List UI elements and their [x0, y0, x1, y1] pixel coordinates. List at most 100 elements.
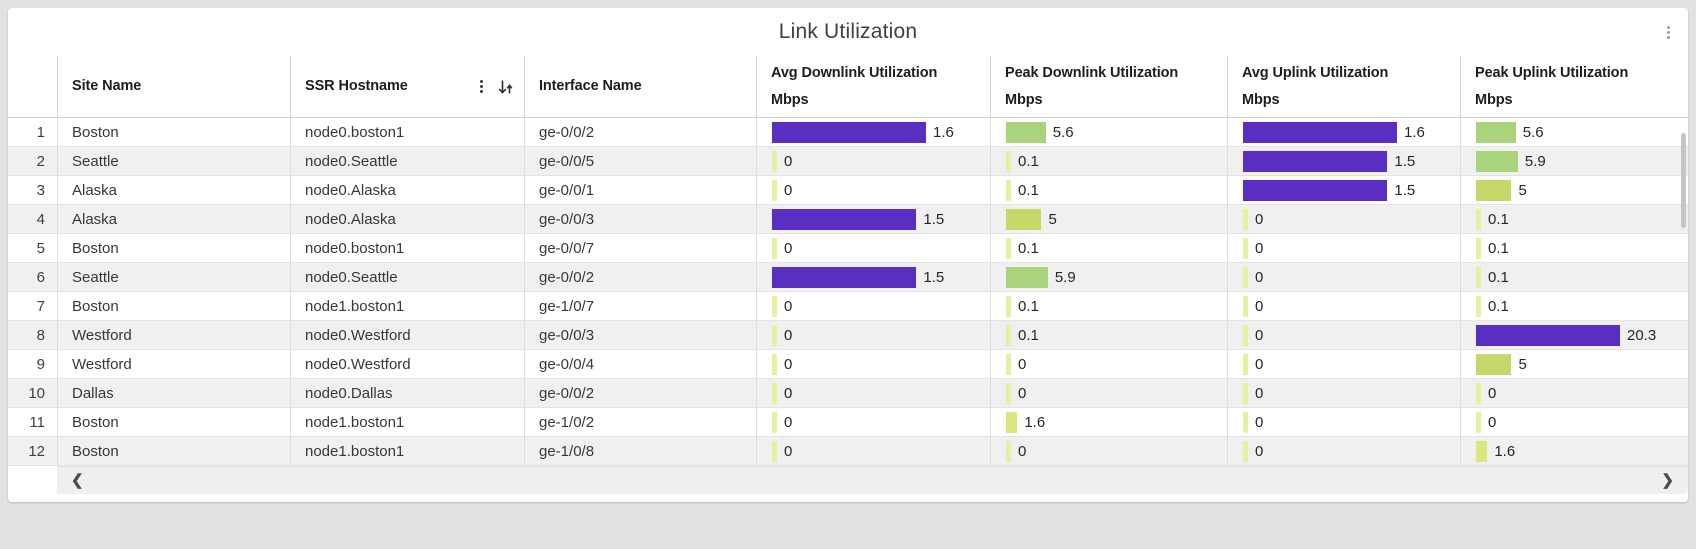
peak-down-value: 0.1 [1018, 239, 1039, 257]
avg-down-bar [772, 266, 917, 288]
sort-icon[interactable] [497, 78, 514, 96]
avg-up-bar [1243, 382, 1248, 404]
column-header-unit: Mbps [1005, 91, 1043, 108]
avg-down-value: 0 [784, 239, 793, 257]
site-name-cell: Alaska [57, 205, 290, 233]
peak-down-cell: 0 [990, 350, 1227, 378]
avg-up-value: 0 [1255, 210, 1264, 228]
peak-up-value: 0.1 [1488, 210, 1509, 228]
ssr-hostname-cell: node0.Dallas [290, 379, 524, 407]
avg-up-cell: 0 [1227, 292, 1460, 320]
column-header-label: Interface Name [539, 78, 642, 94]
avg-up-cell: 0 [1227, 379, 1460, 407]
column-header-interface-name[interactable]: Interface Name [524, 56, 756, 117]
avg-down-value: 0 [784, 152, 793, 170]
avg-down-cell: 0 [756, 321, 990, 349]
avg-down-bar [772, 411, 777, 433]
widget-menu-button[interactable] [1660, 22, 1676, 42]
horizontal-scroll-track[interactable]: ❮ ❯ [57, 466, 1688, 494]
avg-down-bar [772, 237, 777, 259]
avg-down-value: 1.6 [933, 123, 954, 141]
table-row[interactable]: 4 Alaska node0.Alaska ge-0/0/3 1.5 5 0 0.1 [8, 205, 1688, 234]
table-row[interactable]: 12 Boston node1.boston1 ge-1/0/8 0 0 0 1.6 [8, 437, 1688, 466]
avg-up-bar [1243, 295, 1248, 317]
column-header-label: Avg Downlink Utilization [771, 64, 938, 81]
row-number: 4 [36, 210, 45, 228]
row-number: 3 [36, 181, 45, 199]
site-name-cell: Boston [57, 292, 290, 320]
avg-down-value: 1.5 [923, 268, 945, 286]
avg-down-value: 0 [784, 442, 793, 460]
table-row[interactable]: 11 Boston node1.boston1 ge-1/0/2 0 1.6 0 0 [8, 408, 1688, 437]
avg-up-cell: 0 [1227, 437, 1460, 465]
peak-down-cell: 0.1 [990, 176, 1227, 204]
peak-up-cell: 1.6 [1460, 437, 1688, 465]
scroll-left-button[interactable]: ❮ [67, 471, 88, 490]
peak-down-value: 5.6 [1052, 123, 1074, 141]
peak-up-value: 0.1 [1488, 239, 1509, 257]
peak-down-cell: 5.9 [990, 263, 1227, 291]
peak-up-value: 5 [1518, 181, 1527, 199]
table-row[interactable]: 10 Dallas node0.Dallas ge-0/0/2 0 0 0 0 [8, 379, 1688, 408]
avg-up-bar [1243, 208, 1248, 230]
table-row[interactable]: 9 Westford node0.Westford ge-0/0/4 0 0 0 5 [8, 350, 1688, 379]
peak-up-cell: 5.9 [1460, 147, 1688, 175]
avg-down-cell: 0 [756, 408, 990, 436]
avg-up-cell: 0 [1227, 350, 1460, 378]
avg-up-cell: 1.5 [1227, 176, 1460, 204]
widget-title: Link Utilization [778, 20, 918, 43]
peak-up-bar [1476, 179, 1512, 201]
row-number: 1 [36, 123, 45, 141]
table-row[interactable]: 6 Seattle node0.Seattle ge-0/0/2 1.5 5.9 0 0.1 [8, 263, 1688, 292]
ssr-hostname-cell: node1.boston1 [290, 437, 524, 465]
peak-up-cell: 0.1 [1460, 234, 1688, 262]
avg-up-value: 0 [1255, 355, 1264, 373]
peak-up-bar [1476, 353, 1512, 375]
avg-down-bar [772, 382, 777, 404]
avg-up-bar [1243, 324, 1248, 346]
avg-down-bar [772, 295, 777, 317]
peak-down-bar [1006, 295, 1011, 317]
peak-up-value: 5 [1518, 355, 1527, 373]
avg-up-value: 0 [1255, 297, 1264, 315]
avg-down-bar [772, 440, 777, 462]
table-row[interactable]: 3 Alaska node0.Alaska ge-0/0/1 0 0.1 1.5 5 [8, 176, 1688, 205]
avg-up-cell: 0 [1227, 263, 1460, 291]
peak-down-bar [1006, 353, 1011, 375]
peak-up-bar [1476, 266, 1481, 288]
table-row[interactable]: 8 Westford node0.Westford ge-0/0/3 0 0.1 0 20.3 [8, 321, 1688, 350]
column-header-avg-downlink[interactable]: Avg Downlink Utilization Mbps [756, 56, 990, 117]
vertical-scrollbar-thumb[interactable] [1681, 133, 1686, 228]
table-row[interactable]: 7 Boston node1.boston1 ge-1/0/7 0 0.1 0 0.1 [8, 292, 1688, 321]
peak-down-bar [1006, 324, 1011, 346]
peak-up-bar [1476, 208, 1481, 230]
scroll-right-button[interactable]: ❯ [1657, 471, 1678, 490]
column-header-peak-downlink[interactable]: Peak Downlink Utilization Mbps [990, 56, 1227, 117]
column-header-avg-uplink[interactable]: Avg Uplink Utilization Mbps [1227, 56, 1460, 117]
peak-down-cell: 0 [990, 379, 1227, 407]
peak-up-cell: 0 [1460, 408, 1688, 436]
peak-down-cell: 1.6 [990, 408, 1227, 436]
column-menu-icon[interactable] [478, 78, 485, 95]
avg-up-cell: 0 [1227, 321, 1460, 349]
row-number: 10 [28, 384, 45, 402]
column-header-peak-uplink[interactable]: Peak Uplink Utilization Mbps [1460, 56, 1688, 117]
row-number: 2 [36, 152, 45, 170]
table-row[interactable]: 2 Seattle node0.Seattle ge-0/0/5 0 0.1 1.5 5.9 [8, 147, 1688, 176]
column-header-label: Avg Uplink Utilization [1242, 64, 1389, 81]
peak-up-cell: 0.1 [1460, 263, 1688, 291]
avg-down-value: 0 [784, 181, 793, 199]
peak-up-value: 0 [1488, 384, 1497, 402]
avg-up-value: 0 [1255, 326, 1264, 344]
peak-down-cell: 0.1 [990, 292, 1227, 320]
peak-up-value: 0.1 [1488, 297, 1509, 315]
peak-up-cell: 0 [1460, 379, 1688, 407]
column-header-ssr-hostname[interactable]: SSR Hostname [290, 56, 524, 117]
peak-down-cell: 0.1 [990, 234, 1227, 262]
avg-down-bar [772, 324, 777, 346]
avg-up-bar [1243, 411, 1248, 433]
table-row[interactable]: 5 Boston node0.boston1 ge-0/0/7 0 0.1 0 0.1 [8, 234, 1688, 263]
column-header-site-name[interactable]: Site Name [57, 56, 290, 117]
table-row[interactable]: 1 Boston node0.boston1 ge-0/0/2 1.6 5.6 1.6 5.6 [8, 118, 1688, 147]
table-header-row: Site Name SSR Hostname [8, 56, 1688, 118]
